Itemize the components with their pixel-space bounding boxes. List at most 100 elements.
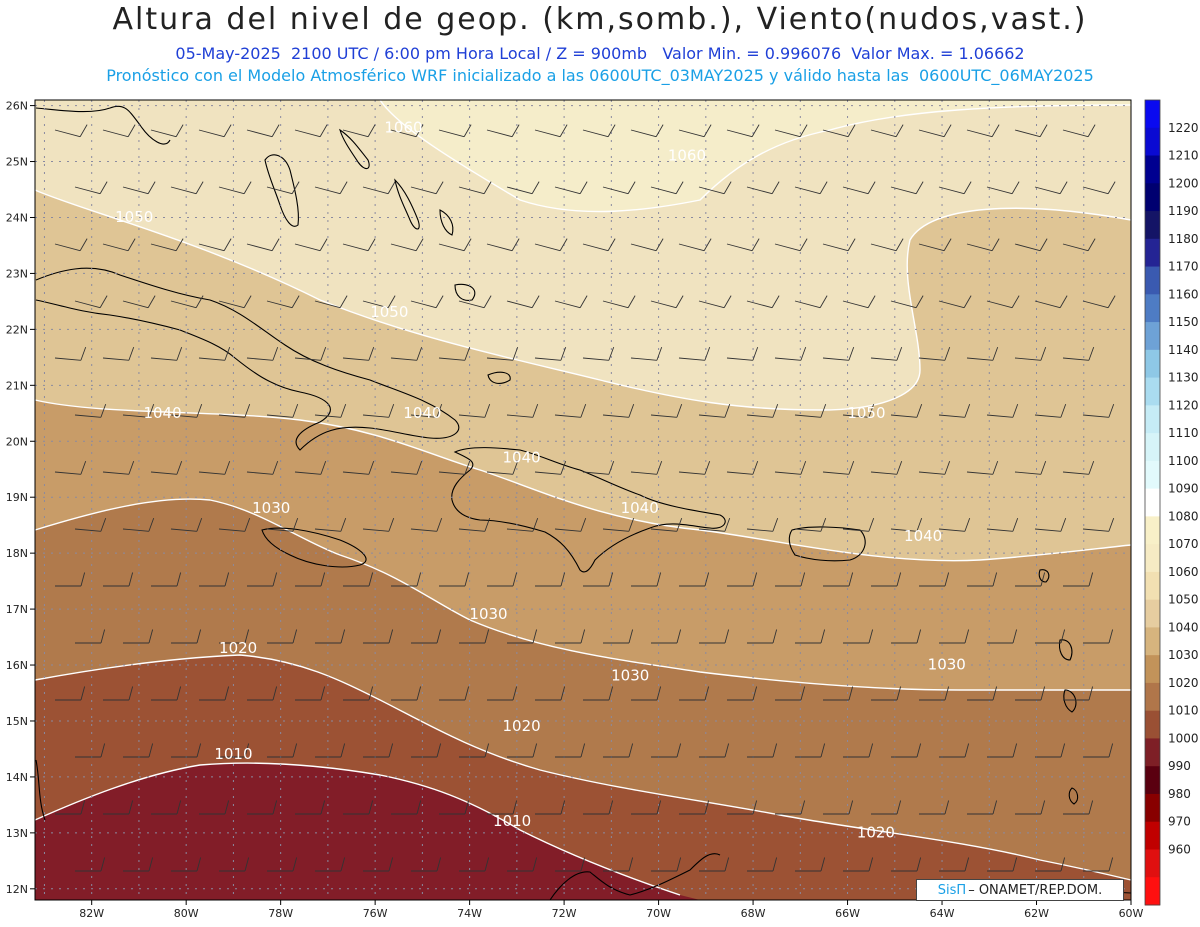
wind-barb	[870, 238, 904, 252]
lon-label: 72W	[552, 907, 577, 920]
contour-label: 1060	[384, 118, 422, 136]
wind-barb	[266, 181, 300, 195]
wind-barb	[987, 857, 1018, 872]
wind-barb	[363, 743, 394, 758]
wind-barb	[582, 238, 616, 252]
wind-barb	[458, 517, 491, 532]
wind-barb	[1062, 346, 1095, 361]
wind-barb	[1034, 517, 1067, 532]
wind-barb	[170, 403, 203, 418]
colorbar-swatch	[1145, 655, 1160, 684]
wind-barb	[198, 124, 232, 138]
wind-barb	[1063, 686, 1094, 701]
colorbar-label: 1060	[1168, 565, 1199, 579]
bahamas-5	[487, 371, 511, 384]
bahamas-1	[339, 128, 370, 170]
wind-barb	[151, 800, 182, 815]
wind-barb	[219, 743, 250, 758]
wind-barb	[103, 800, 134, 815]
wind-barb	[966, 238, 1000, 252]
wind-barb	[918, 124, 952, 138]
wind-barb	[410, 295, 444, 309]
lat-label: 14N	[6, 771, 28, 784]
wind-barb	[123, 857, 154, 872]
wind-barb	[55, 686, 86, 701]
wind-barb	[678, 346, 711, 361]
wind-barb	[75, 743, 106, 758]
wind-barb	[1035, 743, 1066, 758]
wind-barb	[1062, 238, 1096, 252]
wind-barb	[343, 686, 374, 701]
wind-barb	[966, 346, 999, 361]
wind-barb	[630, 238, 664, 252]
credit-text: – ONAMET/REP.DOM.	[968, 882, 1103, 898]
wind-barb	[822, 346, 855, 361]
lat-label: 26N	[6, 100, 28, 113]
wind-barb	[535, 572, 566, 587]
wind-barb	[1034, 295, 1068, 309]
wind-barb	[679, 572, 710, 587]
wind-barb	[54, 346, 87, 361]
wind-barb	[1062, 124, 1096, 138]
wind-barb	[458, 403, 491, 418]
wind-barb	[602, 403, 635, 418]
wind-barb	[171, 857, 202, 872]
wind-barb	[678, 238, 712, 252]
wind-barb	[823, 800, 854, 815]
model-init-info: Pronóstico con el Modelo Atmosférico WRF…	[106, 66, 1094, 85]
wind-barb	[939, 857, 970, 872]
axis-labels: 26N 25N 24N 23N 22N 21N 20N 19N 18N 17N 16N 15N 14N 1…	[6, 100, 1144, 920]
wind-barb	[919, 686, 950, 701]
contour-label: 1050	[115, 208, 153, 226]
wind-barb	[315, 629, 346, 644]
wind-barb	[439, 686, 470, 701]
wind-barb	[918, 238, 952, 252]
colorbar-swatch	[1145, 238, 1160, 268]
colorbar-label: 1180	[1168, 232, 1199, 246]
wind-barb	[506, 295, 540, 309]
wind-barb	[171, 629, 202, 644]
wind-barb	[1034, 403, 1067, 418]
wind-barb	[390, 124, 424, 138]
colorbar-swatch	[1145, 488, 1160, 517]
wind-barbs	[54, 124, 1116, 872]
colorbar-swatch	[1145, 571, 1160, 601]
wind-barb	[1083, 629, 1114, 644]
wind-barb	[555, 857, 586, 872]
wind-barb	[487, 686, 518, 701]
contour-label: 1040	[502, 449, 540, 467]
contour-label: 1030	[252, 499, 290, 517]
wind-barb	[150, 124, 184, 138]
wind-barb	[727, 572, 758, 587]
wind-barb	[534, 124, 568, 138]
wind-barb	[650, 295, 684, 309]
wind-barb	[1082, 403, 1115, 418]
contour-line	[34, 498, 1131, 691]
wind-barb	[603, 857, 634, 872]
wind-barb	[170, 295, 204, 309]
lat-label: 15N	[6, 715, 28, 728]
lesser-antilles-2	[1058, 639, 1073, 661]
colorbar-swatch	[1145, 433, 1160, 462]
wind-barb	[583, 800, 614, 815]
wind-barb	[966, 460, 999, 475]
wind-barb	[603, 743, 634, 758]
wind-barb	[55, 800, 86, 815]
wind-barb	[314, 517, 347, 532]
wind-barb	[726, 238, 760, 252]
bahamas-2	[394, 178, 420, 230]
colorbar-label: 1190	[1168, 204, 1199, 218]
contour-label: 1040	[621, 499, 659, 517]
bahamas-3	[439, 209, 454, 236]
wind-barb	[294, 460, 327, 475]
colorbar-swatch	[1145, 793, 1160, 823]
wind-barb	[459, 629, 490, 644]
wind-barb	[487, 800, 518, 815]
wind-barb	[219, 857, 250, 872]
wind-barb	[459, 743, 490, 758]
wind-barb	[123, 743, 154, 758]
wind-barb	[650, 403, 683, 418]
contour-label: 1030	[469, 605, 507, 623]
wind-barb	[362, 295, 396, 309]
wind-barb	[986, 295, 1020, 309]
